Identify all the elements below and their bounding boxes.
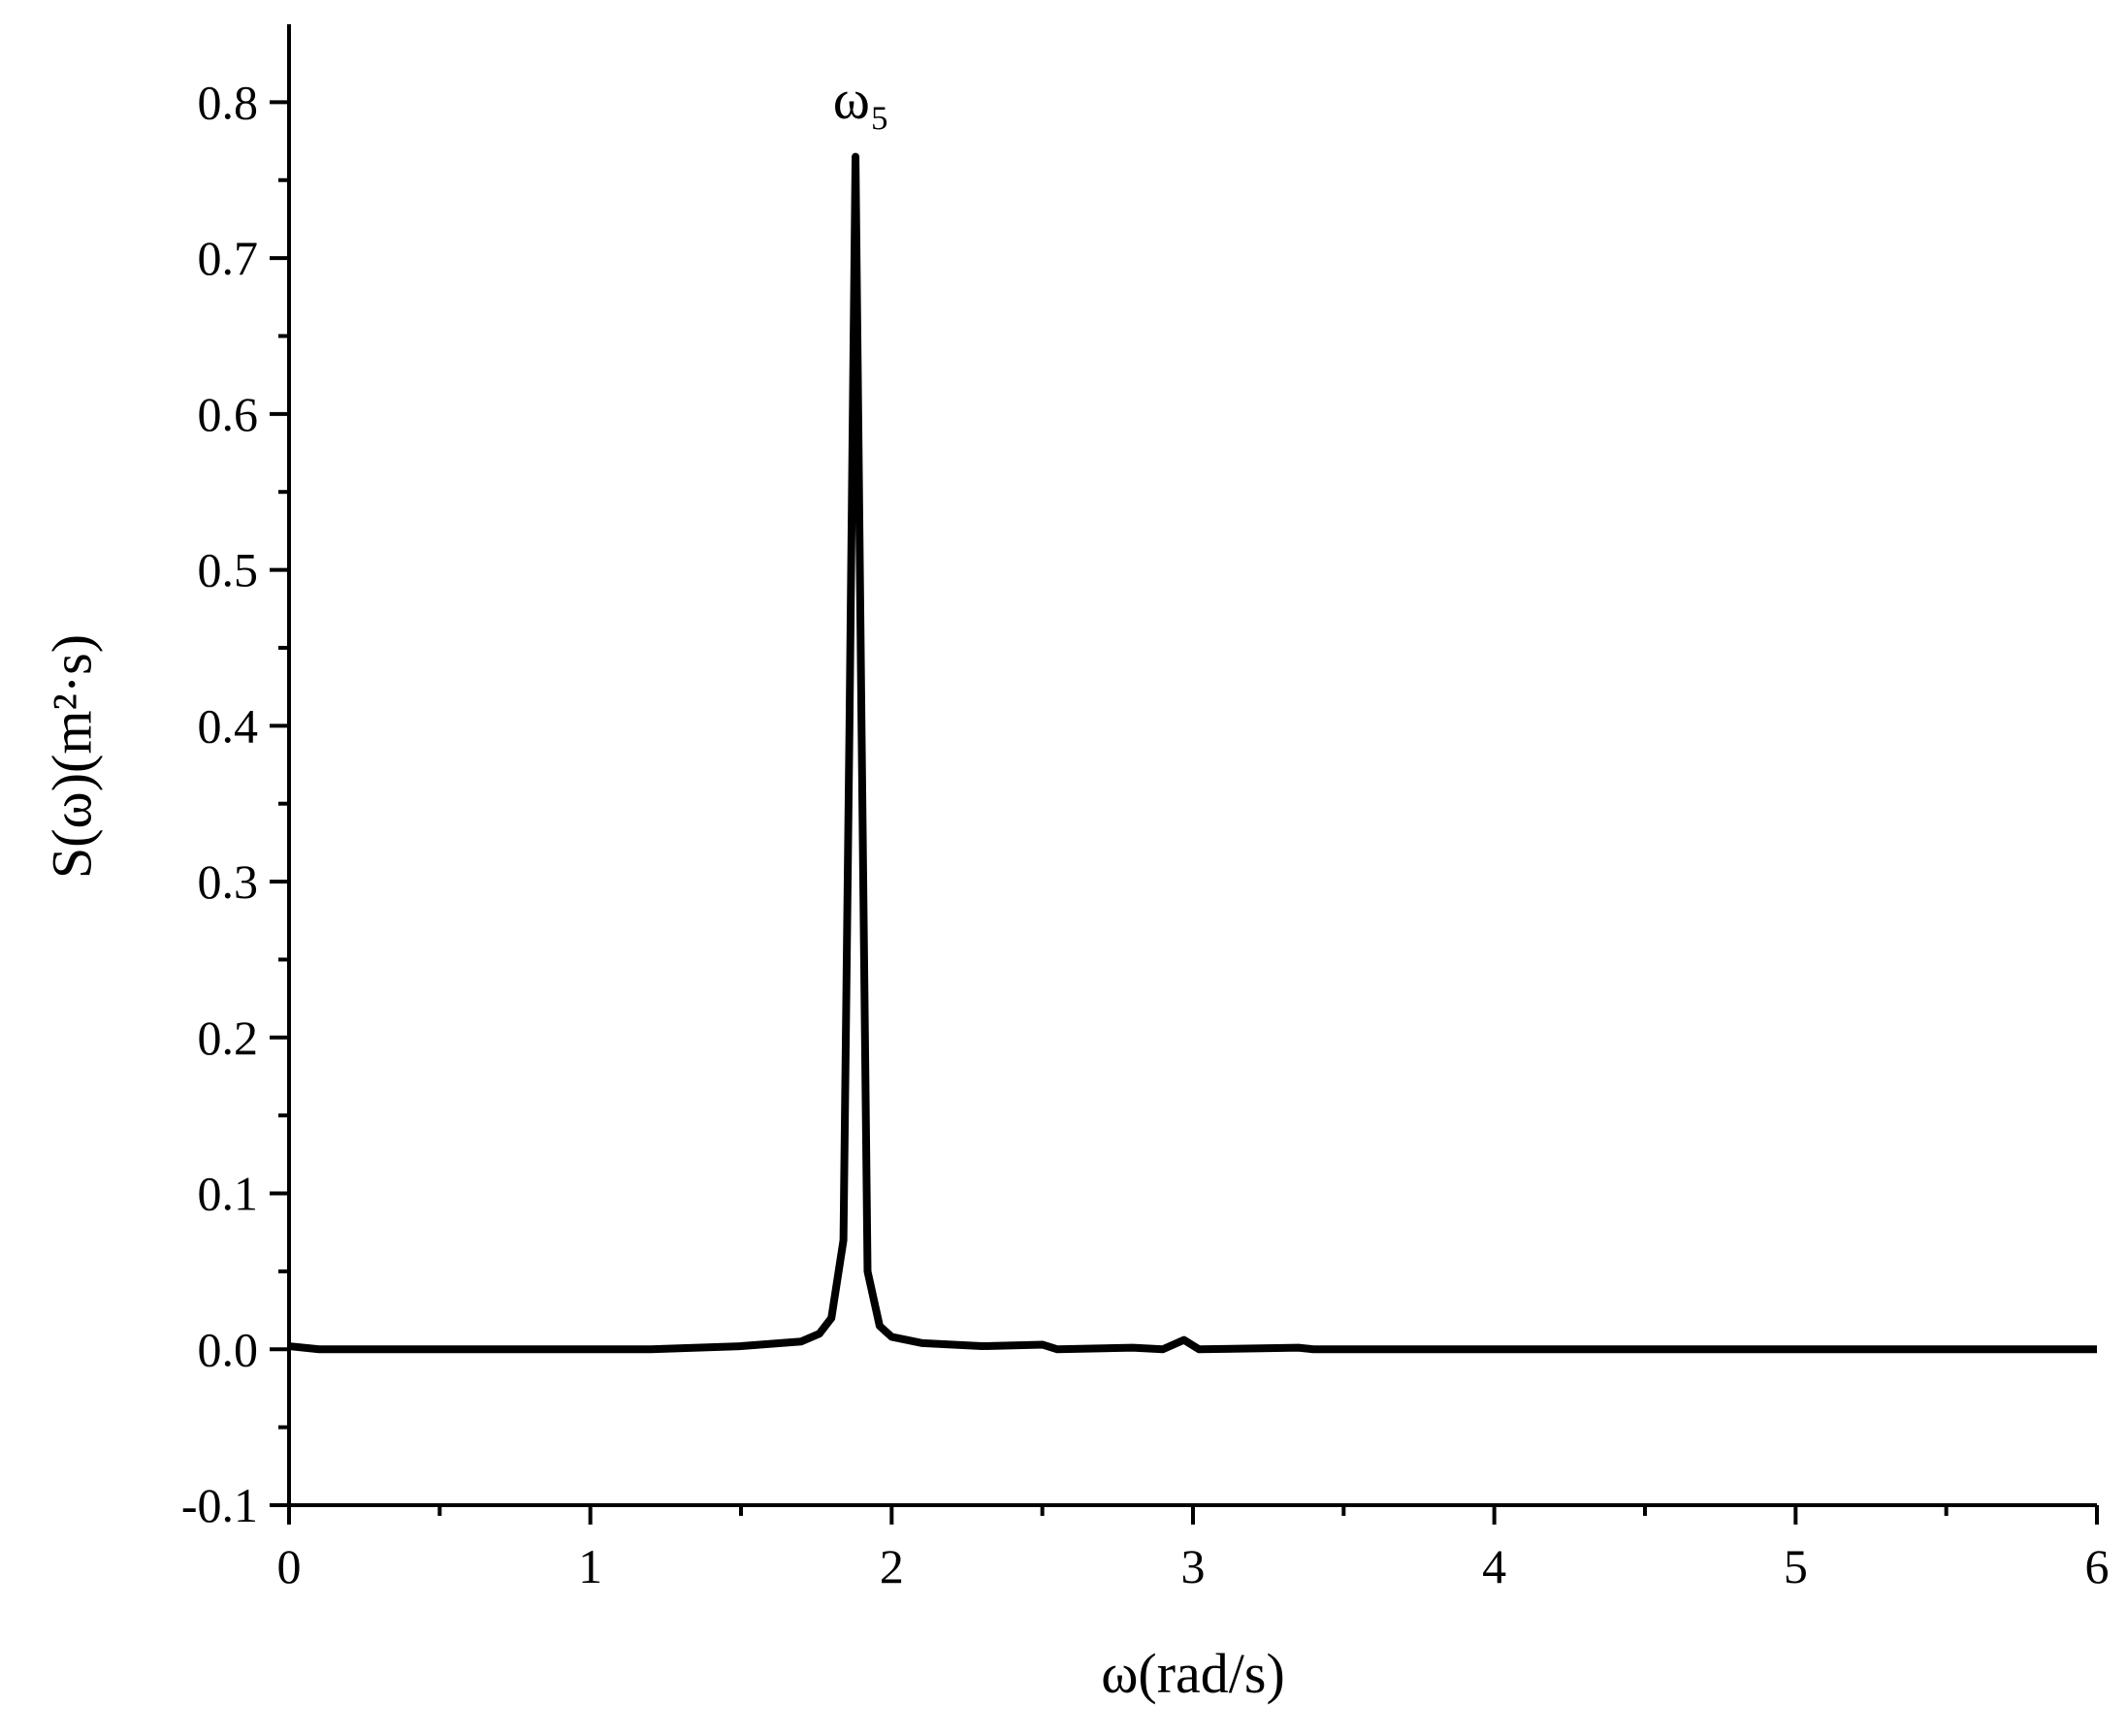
y-tick-label: 0.5	[198, 543, 259, 597]
peak-annotation: ω₅	[833, 68, 889, 131]
y-tick-label: 0.7	[198, 231, 259, 285]
x-tick-label: 0	[277, 1539, 302, 1593]
x-tick-label: 2	[880, 1539, 904, 1593]
x-tick-label: 3	[1181, 1539, 1206, 1593]
y-tick-label: -0.1	[181, 1478, 258, 1532]
y-tick-label: 0.4	[198, 698, 259, 753]
x-tick-label: 5	[1784, 1539, 1808, 1593]
x-tick-label: 1	[578, 1539, 602, 1593]
y-axis-title: S(ω)(m²·s)	[40, 634, 103, 879]
y-tick-label: 0.6	[198, 387, 259, 441]
x-tick-label: 4	[1482, 1539, 1506, 1593]
y-tick-label: 0.8	[198, 75, 259, 129]
data-line	[288, 152, 2097, 1354]
y-tick-label: 0.3	[198, 854, 259, 909]
y-tick-label: 0.2	[198, 1011, 259, 1065]
x-tick-label: 6	[2085, 1539, 2110, 1593]
x-axis-title: ω(rad/s)	[1101, 1642, 1285, 1705]
y-tick-label: 0.1	[198, 1167, 259, 1221]
y-tick-label: 0.0	[198, 1322, 259, 1376]
